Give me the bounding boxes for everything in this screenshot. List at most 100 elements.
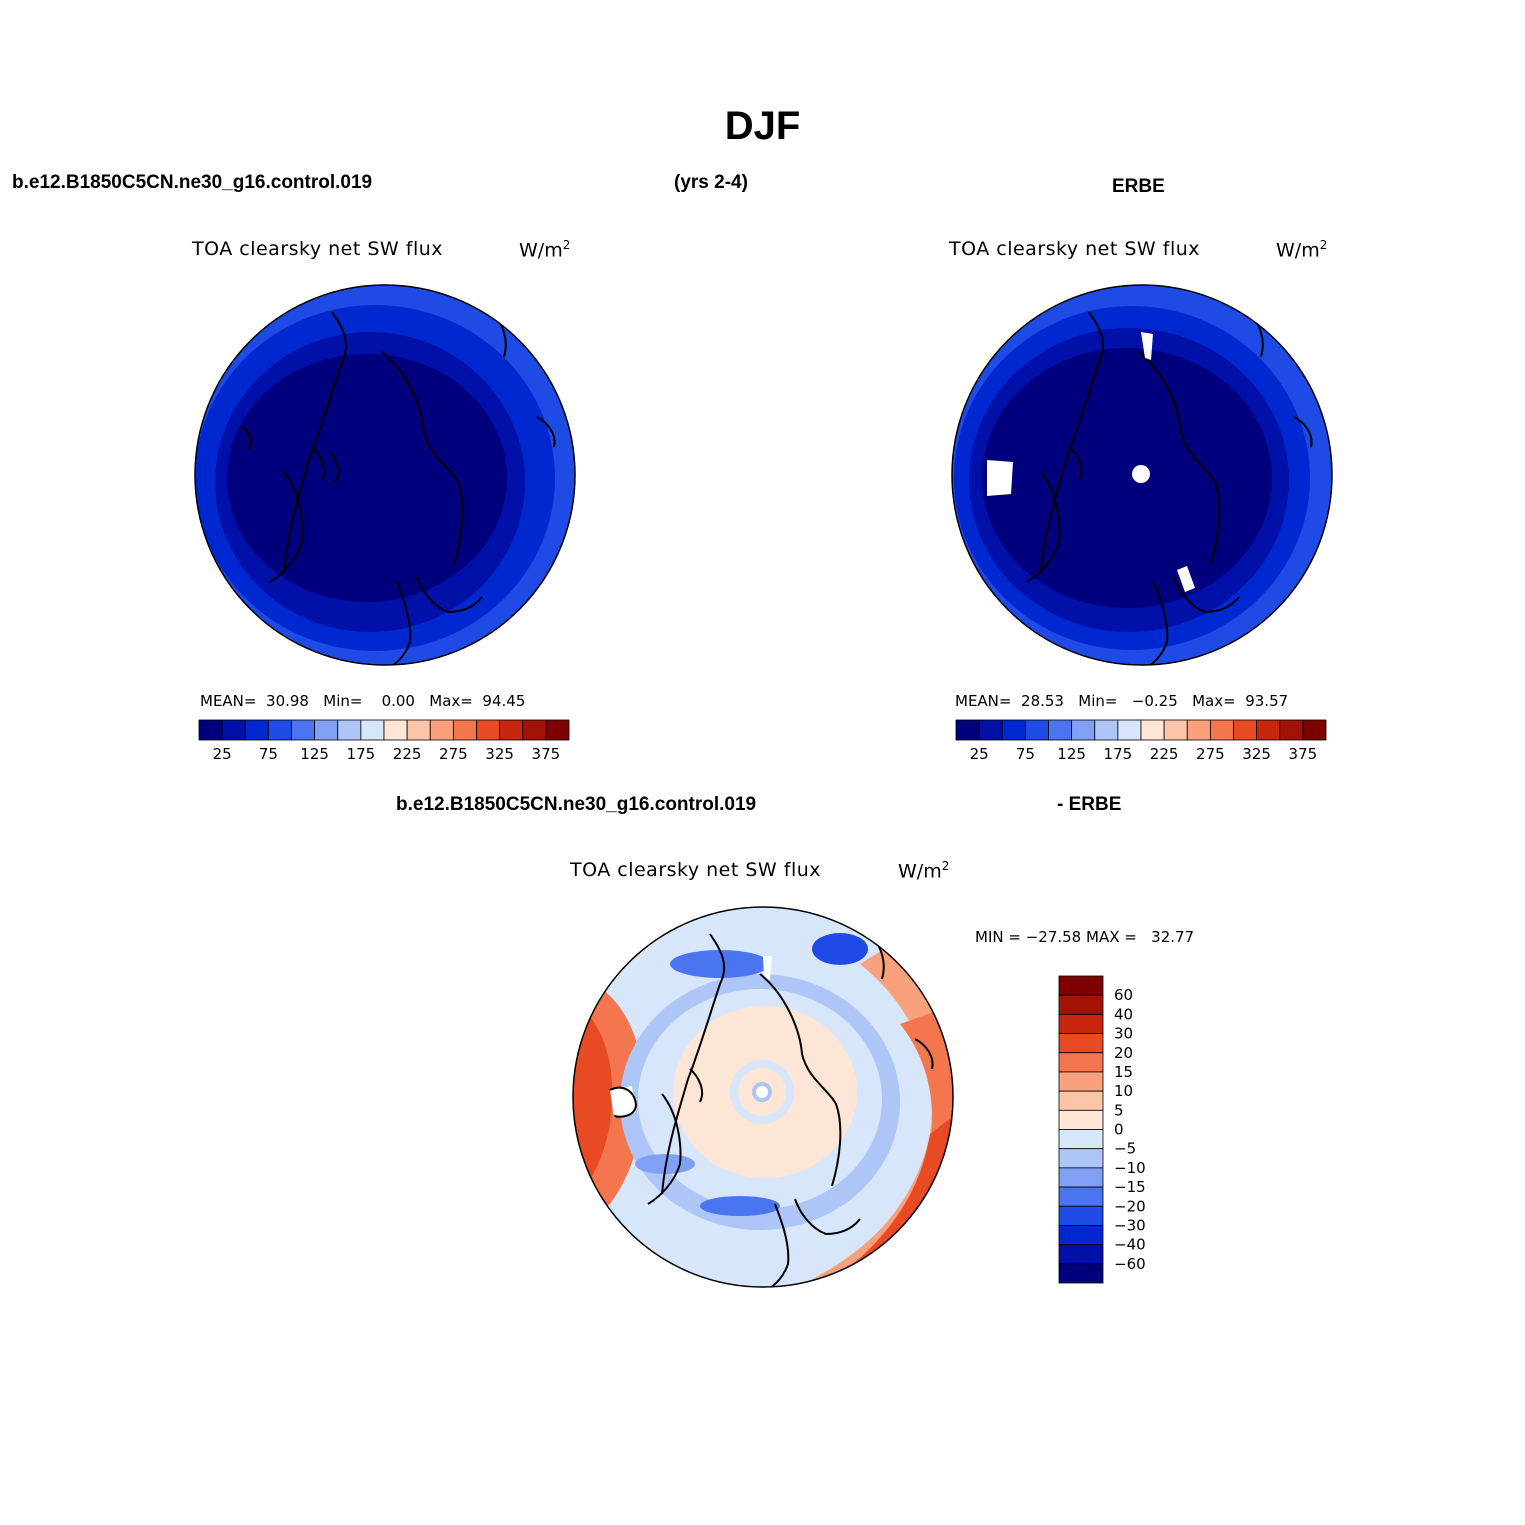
colorbar-box [383, 719, 408, 741]
colorbar-tick-label: 15 [1114, 1063, 1133, 1081]
colorbar-box [1058, 1263, 1104, 1284]
diff-obs-header: - ERBE [1057, 794, 1122, 815]
map-border [951, 284, 1333, 666]
colorbar-tick-label: 175 [347, 745, 376, 763]
colorbar-box [1058, 1052, 1104, 1073]
colorbar-tick-label: 75 [259, 745, 278, 763]
diff-case-header: b.e12.B1850C5CN.ne30_g16.control.019 [396, 794, 757, 815]
colorbar-box [1058, 1167, 1104, 1188]
abs-level-1 [982, 348, 1272, 608]
obs-polar-map [951, 284, 1333, 666]
coastlines [609, 928, 934, 1287]
colorbar-box [1256, 719, 1281, 741]
colorbar-box [198, 719, 223, 741]
colorbar-tick-label: 325 [1242, 745, 1271, 763]
diff-neg-patch [670, 950, 770, 978]
colorbar-box [1140, 719, 1165, 741]
panel1-units: W/m2 [519, 238, 571, 262]
colorbar-tick-label: −20 [1114, 1197, 1146, 1215]
colorbar-tick-label: 275 [439, 745, 468, 763]
colorbar-box [1279, 719, 1304, 741]
colorbar-box [314, 719, 339, 741]
colorbar-tick-label: 25 [213, 745, 232, 763]
colorbar-box [452, 719, 477, 741]
missing-data-patch [610, 1086, 636, 1118]
colorbar-box [1117, 719, 1142, 741]
colorbar-tick-label: 30 [1114, 1025, 1133, 1043]
colorbar-box [221, 719, 246, 741]
colorbar-box [1186, 719, 1211, 741]
colorbar-box [1024, 719, 1049, 741]
colorbar-tick-label: 20 [1114, 1044, 1133, 1062]
case-name-header: b.e12.B1850C5CN.ne30_g16.control.019 [12, 172, 373, 193]
colorbar-box [1058, 1225, 1104, 1246]
colorbar-tick-label: 125 [1057, 745, 1086, 763]
colorbar-tick-label: 60 [1114, 986, 1133, 1004]
colorbar-box [522, 719, 547, 741]
colorbar-box [499, 719, 524, 741]
years-header: (yrs 2-4) [674, 172, 748, 193]
colorbar-box [337, 719, 362, 741]
colorbar-tick-label: −5 [1114, 1140, 1136, 1158]
colorbar-box [955, 719, 980, 741]
colorbar-box [1058, 1244, 1104, 1265]
panel1-stats: MEAN= 30.98 Min= 0.00 Max= 94.45 [200, 692, 526, 710]
colorbar-tick-label: 10 [1114, 1082, 1133, 1100]
main-title: DJF [724, 104, 801, 148]
missing-data-patch [1177, 566, 1195, 592]
model-polar-map [194, 284, 576, 666]
coastlines [1026, 306, 1313, 665]
panel1-title: TOA clearsky net SW flux [192, 238, 444, 260]
colorbar-box [545, 719, 570, 741]
colorbar-box [1209, 719, 1234, 741]
colorbar-box [1058, 1013, 1104, 1034]
colorbar-tick-label: −30 [1114, 1216, 1146, 1234]
colorbar-tick-label: 125 [300, 745, 329, 763]
colorbar-tick-label: −40 [1114, 1236, 1146, 1254]
colorbar-box [1058, 1148, 1104, 1169]
diff-neg-patch [700, 1196, 780, 1216]
colorbar-tick-label: 225 [393, 745, 422, 763]
colorbar-box [244, 719, 269, 741]
abs-level-1 [227, 354, 507, 602]
colorbar-tick-label: 5 [1114, 1101, 1124, 1119]
panel3-units: W/m2 [898, 859, 950, 883]
colorbar-tick-label: 375 [1289, 745, 1318, 763]
colorbar-box [267, 719, 292, 741]
colorbar-tick-label: 325 [485, 745, 514, 763]
colorbar-box [1058, 1205, 1104, 1226]
colorbar-box [978, 719, 1003, 741]
colorbar-box [1048, 719, 1073, 741]
missing-data-pole [1132, 465, 1150, 483]
panel2-stats: MEAN= 28.53 Min= −0.25 Max= 93.57 [955, 692, 1289, 710]
colorbar-box [360, 719, 385, 741]
colorbar-tick-label: 225 [1150, 745, 1179, 763]
colorbar-box [1058, 1071, 1104, 1092]
colorbar-box [1001, 719, 1026, 741]
colorbar-box [1163, 719, 1188, 741]
colorbar-tick-label: 275 [1196, 745, 1225, 763]
colorbar-tick-label: −10 [1114, 1159, 1146, 1177]
colorbar-box [406, 719, 431, 741]
colorbar-box [1058, 994, 1104, 1015]
map-border [572, 906, 954, 1288]
diff-minmax: MIN = −27.58 MAX = 32.77 [975, 928, 1195, 946]
colorbar-box [429, 719, 454, 741]
colorbar-box [1058, 1033, 1104, 1054]
colorbar-box [1058, 975, 1104, 996]
colorbar-box [1302, 719, 1327, 741]
abs-colorbar-model: 25 75 125 175 225 275 325 375 [198, 719, 570, 763]
missing-data-patch [763, 956, 772, 980]
colorbar-tick-label: 75 [1016, 745, 1035, 763]
colorbar-box [1233, 719, 1258, 741]
colorbar-box [1058, 1090, 1104, 1111]
missing-data-patch [987, 460, 1013, 496]
missing-data-pole [756, 1086, 768, 1098]
colorbar-box [1094, 719, 1119, 741]
colorbar-box [1058, 1129, 1104, 1150]
obs-header: ERBE [1112, 176, 1165, 197]
panel2-title: TOA clearsky net SW flux [949, 238, 1201, 260]
coastlines [241, 306, 556, 665]
map-border [194, 284, 576, 666]
colorbar-box [1058, 1109, 1104, 1130]
